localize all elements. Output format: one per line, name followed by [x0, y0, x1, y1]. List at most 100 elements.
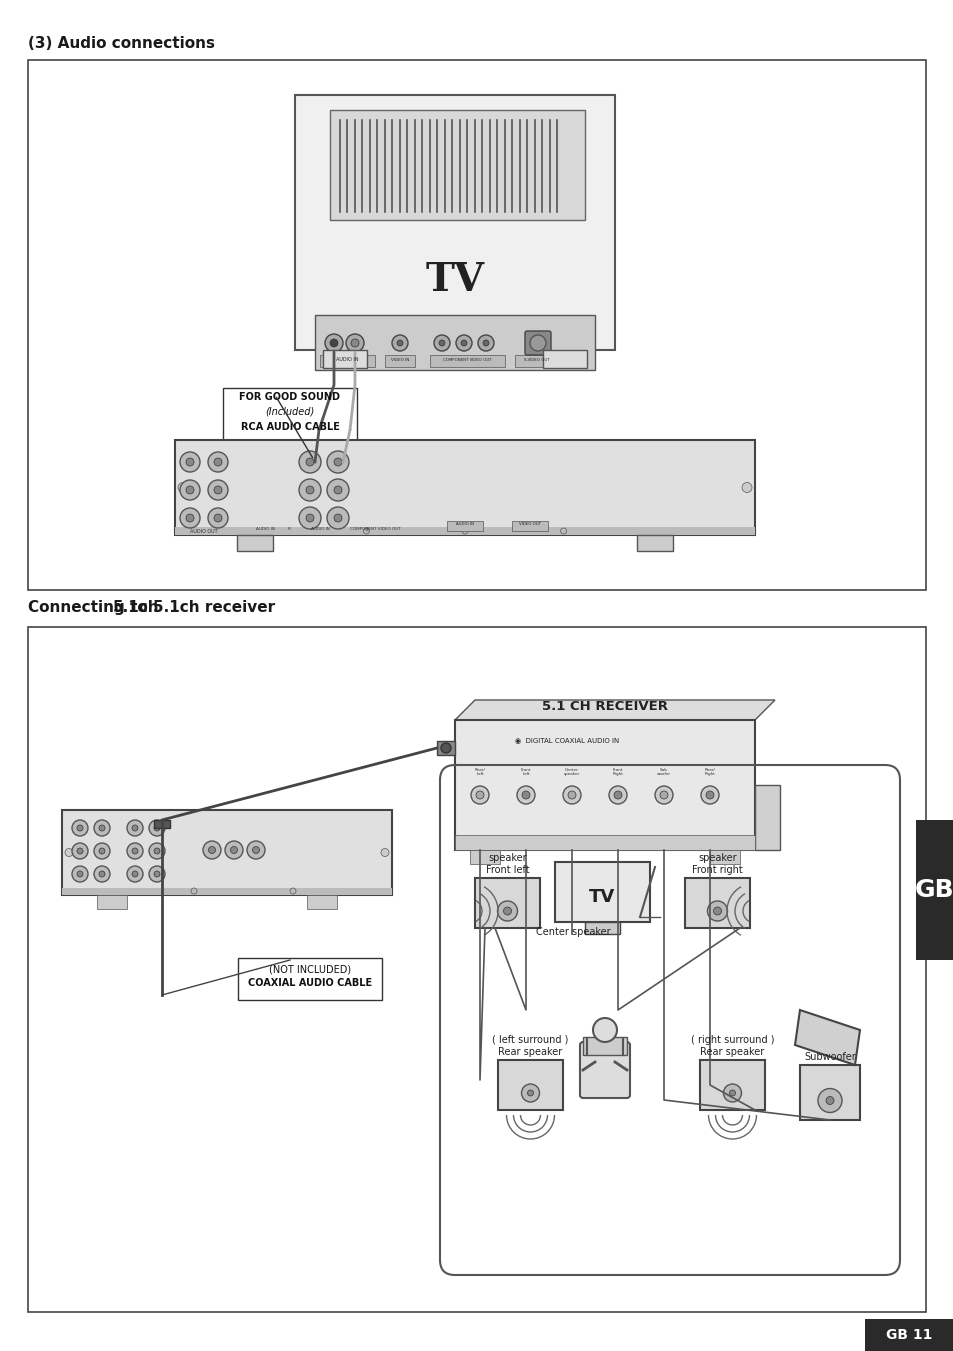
- Circle shape: [247, 842, 265, 859]
- Bar: [754, 785, 780, 850]
- Circle shape: [434, 335, 450, 351]
- Circle shape: [471, 786, 489, 804]
- Text: ( left surround ): ( left surround ): [492, 1035, 568, 1046]
- Text: AUDIO OUT: AUDIO OUT: [190, 530, 217, 534]
- Bar: [709, 850, 740, 865]
- Circle shape: [153, 871, 160, 877]
- Polygon shape: [794, 1011, 859, 1065]
- Text: speaker: speaker: [698, 852, 736, 863]
- Text: Sub
woofer: Sub woofer: [657, 767, 670, 775]
- Circle shape: [298, 507, 320, 530]
- Text: Rear speaker: Rear speaker: [497, 1047, 562, 1056]
- Circle shape: [99, 825, 105, 831]
- Bar: [455, 720, 754, 850]
- FancyBboxPatch shape: [237, 958, 381, 1000]
- Circle shape: [392, 335, 408, 351]
- Circle shape: [614, 790, 621, 798]
- Bar: [97, 894, 127, 909]
- Circle shape: [306, 513, 314, 521]
- Circle shape: [253, 847, 259, 854]
- FancyBboxPatch shape: [223, 388, 356, 444]
- Text: TV: TV: [425, 261, 484, 299]
- Circle shape: [477, 335, 494, 351]
- Bar: [62, 811, 392, 894]
- Circle shape: [729, 1090, 735, 1096]
- Circle shape: [225, 842, 243, 859]
- Circle shape: [149, 843, 165, 859]
- Circle shape: [334, 513, 341, 521]
- Bar: [512, 521, 547, 531]
- Bar: [153, 820, 170, 828]
- Circle shape: [351, 339, 358, 347]
- Circle shape: [149, 866, 165, 882]
- Circle shape: [99, 871, 105, 877]
- Circle shape: [346, 334, 364, 353]
- Text: (NOT INCLUDED): (NOT INCLUDED): [269, 965, 351, 974]
- Circle shape: [127, 820, 143, 836]
- Bar: [555, 862, 649, 921]
- Circle shape: [203, 842, 221, 859]
- Circle shape: [180, 480, 200, 500]
- Circle shape: [71, 866, 88, 882]
- Bar: [582, 1038, 626, 1055]
- Circle shape: [659, 790, 667, 798]
- Circle shape: [345, 426, 355, 435]
- Circle shape: [298, 451, 320, 473]
- Bar: [447, 521, 482, 531]
- Text: Center speaker: Center speaker: [536, 927, 610, 938]
- Circle shape: [380, 848, 389, 857]
- Text: Subwoofer: Subwoofer: [803, 1052, 855, 1062]
- Circle shape: [213, 458, 222, 466]
- Bar: [62, 888, 392, 894]
- Circle shape: [77, 848, 83, 854]
- Circle shape: [327, 451, 349, 473]
- Circle shape: [330, 339, 337, 347]
- Circle shape: [327, 507, 349, 530]
- Circle shape: [530, 335, 545, 351]
- Circle shape: [208, 480, 228, 500]
- Circle shape: [306, 458, 314, 466]
- Bar: [294, 95, 615, 350]
- Text: COMPONENT VIDEO OUT: COMPONENT VIDEO OUT: [349, 527, 400, 531]
- Circle shape: [186, 513, 193, 521]
- Text: Front
Left: Front Left: [520, 767, 531, 775]
- Text: Front
Right: Front Right: [612, 767, 622, 775]
- Text: 5.1ch: 5.1ch: [112, 600, 159, 615]
- Text: VIDEO OUT: VIDEO OUT: [518, 521, 540, 526]
- Circle shape: [593, 1019, 617, 1042]
- Circle shape: [132, 871, 138, 877]
- Bar: [323, 350, 367, 367]
- Circle shape: [567, 790, 576, 798]
- Circle shape: [741, 482, 751, 493]
- Circle shape: [327, 480, 349, 501]
- Bar: [174, 440, 754, 535]
- Circle shape: [178, 482, 188, 493]
- Bar: [515, 355, 559, 367]
- Bar: [28, 59, 925, 590]
- Circle shape: [191, 888, 196, 894]
- Text: Rear speaker: Rear speaker: [700, 1047, 763, 1056]
- FancyBboxPatch shape: [579, 1042, 629, 1098]
- Circle shape: [71, 820, 88, 836]
- Bar: [314, 315, 595, 370]
- Text: ( right surround ): ( right surround ): [690, 1035, 774, 1046]
- Circle shape: [186, 458, 193, 466]
- Bar: [915, 820, 953, 961]
- Text: Rear/
Right: Rear/ Right: [704, 767, 715, 775]
- Circle shape: [153, 848, 160, 854]
- Circle shape: [65, 848, 73, 857]
- Circle shape: [517, 786, 535, 804]
- Circle shape: [180, 453, 200, 471]
- Circle shape: [325, 334, 343, 353]
- Circle shape: [180, 508, 200, 528]
- Bar: [470, 850, 499, 865]
- Circle shape: [77, 871, 83, 877]
- Bar: [700, 1061, 764, 1111]
- Text: AUDIO IN: AUDIO IN: [335, 357, 358, 362]
- Text: (3) Audio connections: (3) Audio connections: [28, 36, 214, 51]
- Text: IR: IR: [288, 527, 292, 531]
- Text: S-VIDEO OUT: S-VIDEO OUT: [523, 358, 549, 362]
- Text: GB 11: GB 11: [885, 1328, 931, 1342]
- Text: AUDIO IN: AUDIO IN: [456, 521, 474, 526]
- Circle shape: [608, 786, 626, 804]
